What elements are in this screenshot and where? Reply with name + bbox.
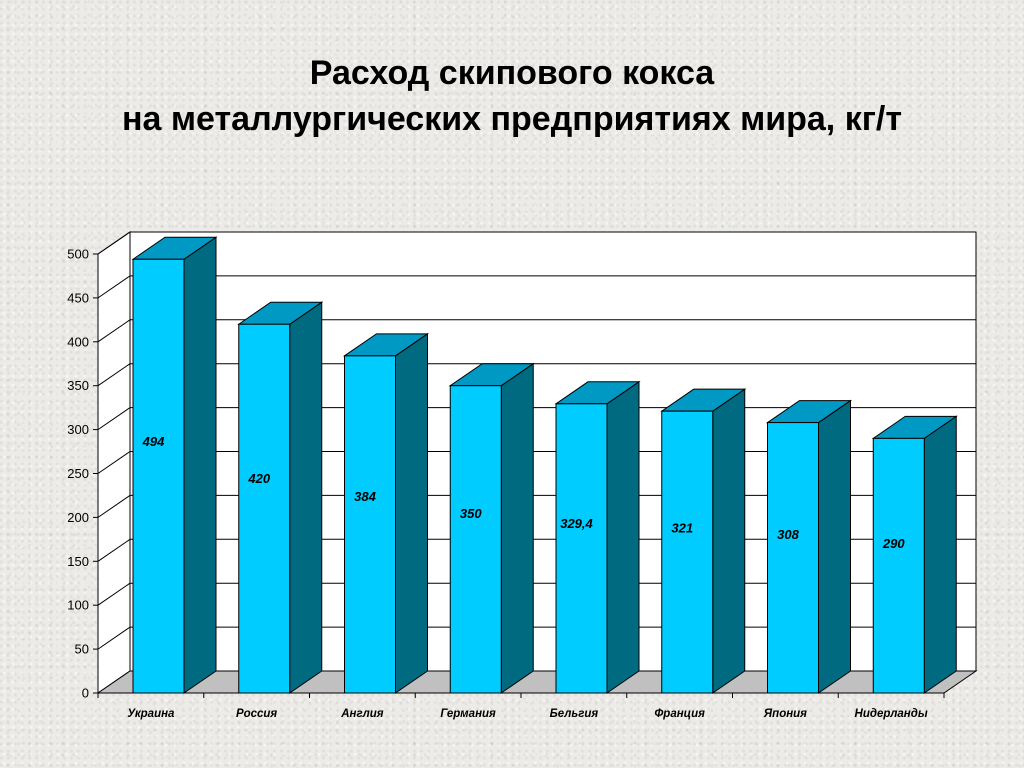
x-tick-label: Россия: [236, 708, 277, 720]
bar-side: [289, 301, 323, 694]
bar-side: [818, 399, 851, 694]
bar-side: [923, 415, 957, 694]
bar: [872, 437, 925, 694]
gridline-side: [97, 451, 131, 474]
y-tick-label: 350: [67, 378, 89, 393]
data-label: 321: [671, 520, 693, 535]
bar: [344, 355, 396, 694]
x-tick-label: Украина: [127, 708, 175, 720]
gridline-side: [97, 363, 131, 387]
bar-side: [606, 380, 640, 694]
gridline-side: [97, 626, 131, 650]
data-label: 420: [247, 471, 270, 486]
slide-title: Расход скипового кокса на металлургическ…: [0, 50, 1024, 142]
gridline-side: [97, 494, 131, 518]
x-tick-label: Франция: [654, 708, 705, 720]
y-tick-label: 0: [82, 686, 89, 701]
gridline-side: [97, 538, 131, 562]
y-tick-label: 300: [67, 422, 89, 437]
y-tick-label: 150: [67, 554, 89, 569]
bar: [767, 422, 819, 694]
gridline-side: [97, 407, 131, 431]
y-tick-label: 500: [67, 247, 89, 262]
data-label: 290: [882, 536, 905, 551]
x-tick-label: Германия: [440, 708, 496, 720]
data-label: 329,4: [560, 516, 593, 531]
y-tick-label: 100: [67, 598, 89, 613]
data-label: 494: [142, 434, 165, 449]
bar-side: [395, 332, 428, 694]
title-line-2: на металлургических предприятиях мира, к…: [122, 100, 902, 138]
bar-side: [183, 236, 217, 694]
gridline-side: [97, 275, 131, 299]
x-tick-label: Англия: [340, 708, 384, 720]
gridline-side: [97, 319, 131, 343]
data-label: 384: [354, 489, 376, 504]
x-tick-label: Нидерланды: [855, 708, 928, 720]
data-label: 350: [460, 506, 482, 521]
y-tick-label: 50: [75, 642, 89, 657]
bar: [661, 410, 714, 694]
y-tick-label: 400: [67, 334, 89, 349]
y-tick-label: 250: [67, 466, 89, 481]
y-tick-label: 200: [67, 510, 89, 525]
bar: [449, 385, 502, 694]
bar-side: [500, 362, 534, 694]
bar: [238, 323, 291, 694]
bar: [132, 258, 185, 694]
y-tick-label: 450: [67, 290, 89, 305]
bar-side: [712, 388, 746, 694]
x-tick-label: Бельгия: [550, 708, 599, 720]
data-label: 308: [777, 527, 799, 542]
gridline-side: [97, 582, 131, 606]
gridline-side: [97, 231, 131, 255]
x-tick-label: Япония: [763, 708, 807, 720]
title-line-1: Расход скипового кокса: [309, 54, 715, 92]
bar: [555, 403, 608, 694]
